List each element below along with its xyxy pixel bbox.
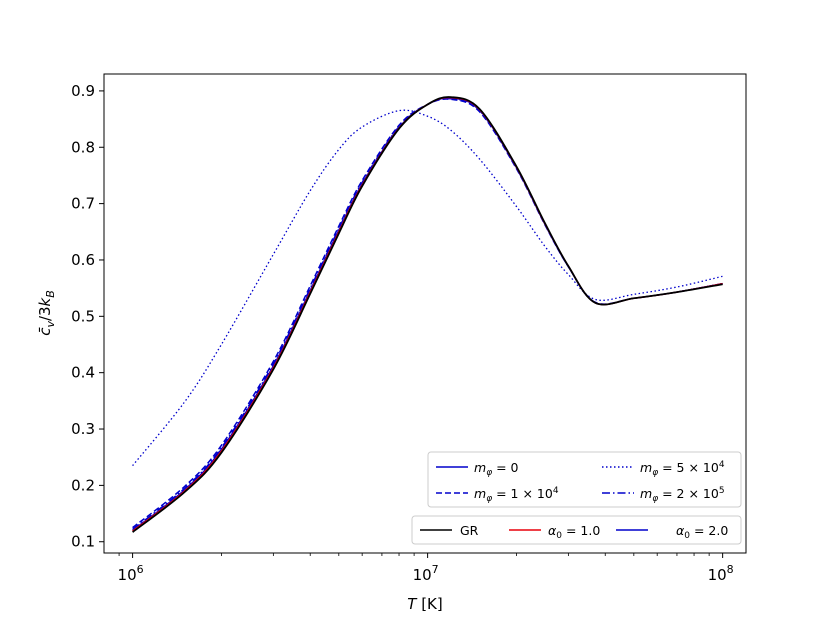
y-axis-title: c̄v/3kB [36,290,57,336]
x-tick-label-2: 108 [708,563,734,584]
y-tick-label-0: 0.1 [71,533,95,551]
plot-frame [103,73,747,554]
legend-mass-label-0: mφ = 0 [474,460,519,478]
y-tick-label-3: 0.4 [71,364,95,382]
series-layer [132,96,723,533]
legend-mass-box [427,451,742,508]
x-tick-label-0: 106 [118,563,144,584]
y-tick-label-5: 0.6 [71,251,95,269]
x-axis-title: T [K] [407,595,442,613]
svg-text:c̄v/3kB: c̄v/3kB [36,290,57,336]
legend-mass: mφ = 0 mφ = 1 × 104 mφ = 5 × 104 mφ = 2 … [427,451,742,508]
legend-model: GR α0 = 1.0 α0 = 2.0 [411,515,742,545]
legend-model-label-2: α0 = 2.0 [676,523,728,541]
ticks-layer: 106 107 108 0.1 0.2 0.3 0.4 0.5 0.6 0.7 0.8 0.9 [71,82,734,584]
x-tick-label-1: 107 [413,563,439,584]
y-tick-label-7: 0.8 [71,138,95,156]
y-tick-label-1: 0.2 [71,476,95,494]
legend-mass-label-1: mφ = 1 × 104 [474,486,559,504]
legend-mass-label-3: mφ = 2 × 105 [640,486,725,504]
y-tick-label-6: 0.7 [71,195,95,213]
y-tick-label-2: 0.3 [71,420,95,438]
legend-model-label-0: GR [460,523,479,538]
legend-model-label-1: α0 = 1.0 [548,523,600,541]
legend-mass-label-2: mφ = 5 × 104 [640,460,725,478]
legend-model-box [411,515,742,545]
y-tick-label-8: 0.9 [71,82,95,100]
y-tick-label-4: 0.5 [71,307,95,325]
svg-text:T [K]: T [K] [407,595,442,613]
series-line-0 [132,96,723,533]
